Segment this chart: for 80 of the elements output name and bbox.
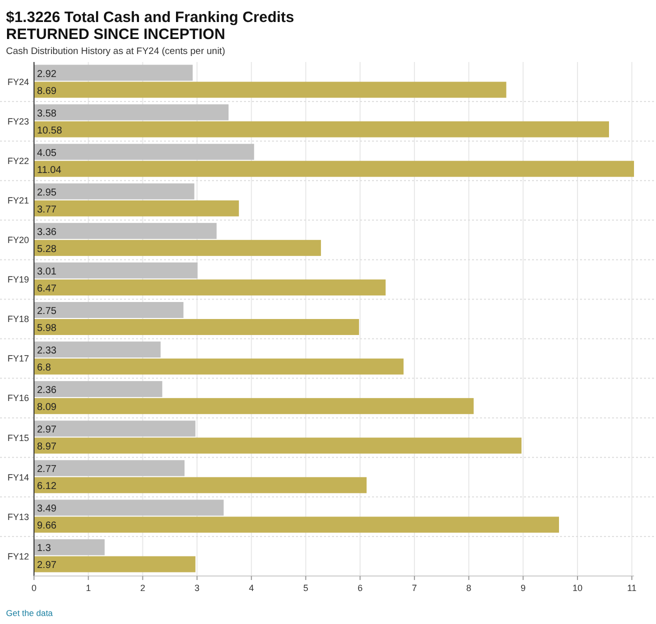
x-tick-label: 2 [140, 583, 146, 593]
data-label: 5.98 [37, 323, 57, 334]
data-label: 3.58 [37, 108, 57, 120]
bar [34, 144, 254, 160]
bar [34, 460, 185, 476]
data-label: 2.36 [37, 385, 57, 396]
bar [34, 516, 559, 533]
x-tick-label: 9 [520, 583, 526, 593]
x-tick-label: 11 [627, 583, 636, 593]
bar [34, 183, 194, 200]
data-label: 3.49 [37, 504, 57, 515]
y-tick-label: FY12 [7, 551, 29, 562]
y-tick-label: FY24 [7, 76, 29, 87]
y-tick-label: FY16 [7, 393, 29, 404]
data-label: 10.58 [37, 125, 62, 136]
y-tick-label: FY22 [7, 156, 29, 166]
x-tick-label: 4 [248, 583, 254, 593]
data-label: 3.36 [37, 226, 57, 238]
data-label: 8.69 [37, 86, 57, 97]
y-tick-label: FY18 [7, 314, 29, 324]
data-label: 6.8 [37, 362, 52, 374]
bar [34, 420, 196, 437]
data-label: 2.75 [37, 306, 57, 317]
bar [34, 302, 184, 318]
x-tick-label: 7 [412, 583, 417, 593]
data-label: 5.28 [37, 244, 57, 255]
y-tick-label: FY17 [7, 354, 29, 364]
data-label: 8.97 [37, 442, 57, 453]
x-tick-label: 10 [572, 583, 582, 593]
y-tick-label: FY13 [7, 512, 29, 522]
x-tick-label: 6 [358, 583, 363, 593]
bar [34, 240, 321, 256]
x-tick-label: 8 [466, 583, 472, 593]
data-label: 8.09 [37, 402, 57, 414]
data-label: 6.47 [37, 283, 57, 294]
bar [34, 381, 162, 398]
bar [34, 477, 367, 494]
y-tick-label: FY15 [7, 432, 29, 443]
bar [34, 121, 609, 138]
x-tick-label: 5 [303, 583, 308, 593]
data-label: 3.77 [37, 204, 57, 216]
y-tick-label: FY23 [7, 116, 29, 126]
bar [34, 160, 634, 177]
bar [34, 222, 217, 239]
data-label: 3.01 [37, 266, 57, 278]
text: Get the data [6, 608, 54, 618]
y-tick-label: FY14 [7, 472, 29, 482]
bar [34, 319, 359, 335]
bar [34, 82, 506, 98]
bar [34, 398, 474, 414]
y-tick-label: FY19 [7, 274, 29, 285]
data-label: 6.12 [37, 481, 57, 492]
data-label: 2.77 [37, 464, 57, 476]
data-label: 2.33 [37, 346, 57, 357]
bar [34, 500, 224, 516]
bar [34, 64, 193, 81]
x-tick-label: 0 [31, 583, 37, 593]
data-label: 2.95 [37, 187, 57, 198]
x-tick-label: 1 [86, 583, 91, 593]
bar [34, 104, 229, 120]
data-label: 2.97 [37, 560, 57, 572]
bar [34, 556, 196, 572]
data-label: 4.05 [37, 148, 57, 159]
bar [34, 539, 105, 556]
chart-title: $1.3226 Total Cash and Franking Credits RETURNED SINCE INCEPTION [6, 9, 294, 43]
data-label: 2.92 [37, 68, 57, 80]
bar [34, 279, 386, 296]
bar [34, 262, 198, 278]
data-label: 11.04 [37, 164, 62, 176]
x-tick-label: 3 [194, 583, 200, 593]
data-label: 2.97 [37, 424, 57, 436]
bar [34, 438, 522, 454]
data-label: 9.66 [37, 520, 57, 532]
y-tick-label: FY20 [7, 235, 29, 246]
bar [34, 342, 161, 358]
data-label: 1.3 [37, 543, 52, 554]
bar [34, 200, 239, 216]
bar [34, 358, 404, 375]
y-tick-label: FY21 [7, 196, 29, 206]
chart-subtitle: Cash Distribution History as at FY24 (cents per unit) [6, 46, 226, 57]
